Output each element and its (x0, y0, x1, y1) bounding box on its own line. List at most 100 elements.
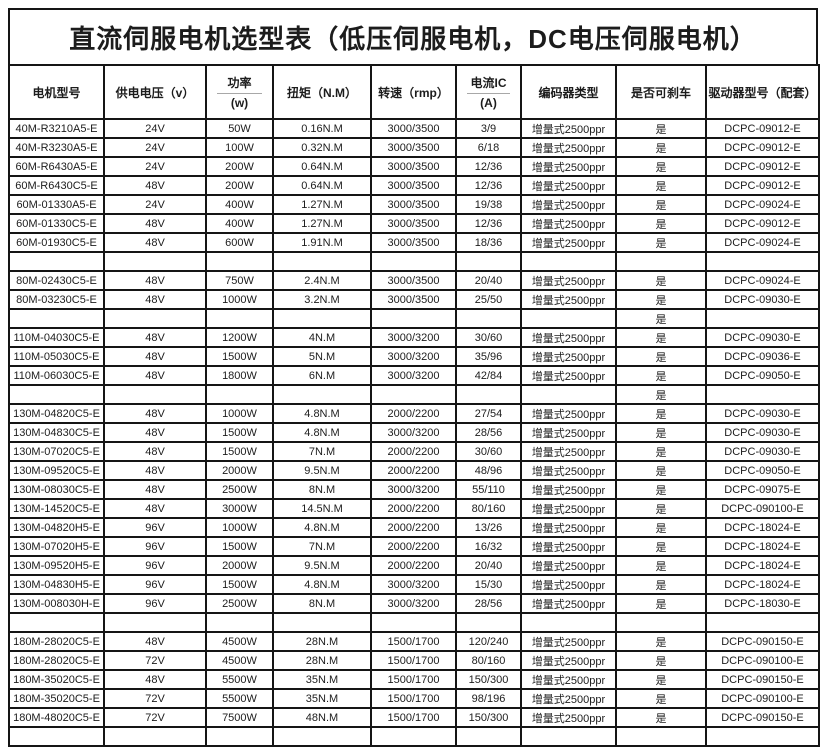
table-cell: 是 (615, 175, 707, 196)
table-cell: 400W (205, 194, 274, 215)
table-cell: DCPC-09036-E (705, 346, 820, 367)
table-cell (205, 726, 274, 747)
table-cell: 是 (615, 460, 707, 481)
table-cell: 12/36 (455, 175, 522, 196)
table-cell: DCPC-09075-E (705, 479, 820, 500)
table-cell: DCPC-09030-E (705, 422, 820, 443)
table-cell: 3000/3500 (370, 118, 457, 139)
table-row: 60M-R6430C5-E 48V 200W 0.64N.M 3000/3500 12/3… (8, 175, 820, 196)
table-cell: 24V (103, 156, 207, 177)
table-cell (103, 384, 207, 405)
table-cell: 增量式2500ppr (520, 175, 617, 196)
table-cell: 5N.M (272, 346, 372, 367)
table-cell: 是 (615, 270, 707, 291)
table-cell: 42/84 (455, 365, 522, 386)
table-cell: 5500W (205, 688, 274, 709)
table-cell: DCPC-09024-E (705, 194, 820, 215)
table-row (8, 612, 820, 633)
table-cell: 是 (615, 650, 707, 671)
table-cell (705, 384, 820, 405)
table-cell: 3/9 (455, 118, 522, 139)
table-cell: DCPC-09030-E (705, 289, 820, 310)
table-cell: 2500W (205, 479, 274, 500)
table-cell: 200W (205, 175, 274, 196)
column-header: 编码器类型 (520, 64, 617, 120)
table-cell (8, 612, 105, 633)
table-cell: 24V (103, 118, 207, 139)
table-cell: 60M-01330C5-E (8, 213, 105, 234)
table-cell: 20/40 (455, 270, 522, 291)
table-cell: 增量式2500ppr (520, 327, 617, 348)
table-cell (8, 308, 105, 329)
table-cell: 是 (615, 574, 707, 595)
table-cell: 3000/3200 (370, 365, 457, 386)
table-cell (455, 612, 522, 633)
table-cell: 48V (103, 365, 207, 386)
table-cell: 3000/3200 (370, 593, 457, 614)
table-cell: 100W (205, 137, 274, 158)
table-cell (103, 612, 207, 633)
table-cell: 1000W (205, 517, 274, 538)
table-cell: 0.64N.M (272, 156, 372, 177)
column-header: 是否可刹车 (615, 64, 707, 120)
column-header-line1: 驱动器型号（配套） (708, 85, 817, 100)
table-cell: 1500W (205, 574, 274, 595)
table-cell (520, 726, 617, 747)
table-row: 40M-R3230A5-E 24V 100W 0.32N.M 3000/3500 6/18… (8, 137, 820, 158)
table-cell: DCPC-090100-E (705, 688, 820, 709)
table-cell: 3000/3500 (370, 289, 457, 310)
table-cell: 24V (103, 137, 207, 158)
table-cell: 7500W (205, 707, 274, 728)
table-cell: 是 (615, 346, 707, 367)
column-header: 扭矩（N.M） (272, 64, 372, 120)
column-header: 驱动器型号（配套） (705, 64, 820, 120)
page-title: 直流伺服电机选型表（低压伺服电机，DC电压伺服电机） (8, 8, 818, 66)
table-cell: 12/36 (455, 213, 522, 234)
table-cell (8, 384, 105, 405)
table-cell: 2000/2200 (370, 403, 457, 424)
column-header: 转速（rmp） (370, 64, 457, 120)
table-cell: 130M-04820H5-E (8, 517, 105, 538)
table-cell (370, 251, 457, 272)
table-cell: 48V (103, 422, 207, 443)
header-divider (466, 93, 511, 94)
table-cell: 96V (103, 593, 207, 614)
table-cell: 200W (205, 156, 274, 177)
table-cell: 7N.M (272, 441, 372, 462)
column-header: 供电电压（v） (103, 64, 207, 120)
table-cell: 0.64N.M (272, 175, 372, 196)
table-row: 80M-02430C5-E 48V 750W 2.4N.M 3000/3500 20/40… (8, 270, 820, 291)
table-cell: 180M-35020C5-E (8, 669, 105, 690)
table-cell: 是 (615, 631, 707, 652)
table-cell: 80M-02430C5-E (8, 270, 105, 291)
table-cell: 增量式2500ppr (520, 422, 617, 443)
table-cell: 40M-R3210A5-E (8, 118, 105, 139)
table-cell: 6/18 (455, 137, 522, 158)
table-cell: DCPC-090100-E (705, 650, 820, 671)
table-cell: 增量式2500ppr (520, 270, 617, 291)
table-cell: 4.8N.M (272, 574, 372, 595)
table-cell: 1000W (205, 403, 274, 424)
table-cell: 28/56 (455, 422, 522, 443)
table-cell (103, 726, 207, 747)
table-cell: 1500/1700 (370, 688, 457, 709)
column-header-line1: 转速（rmp） (378, 85, 449, 100)
table-cell: DCPC-09012-E (705, 118, 820, 139)
table-cell (103, 251, 207, 272)
table-cell: 180M-35020C5-E (8, 688, 105, 709)
table-cell: 110M-05030C5-E (8, 346, 105, 367)
table-cell: 1500W (205, 441, 274, 462)
table-cell: 1.91N.M (272, 232, 372, 253)
table-cell: DCPC-09050-E (705, 365, 820, 386)
table-cell: 28N.M (272, 631, 372, 652)
table-cell: 130M-09520H5-E (8, 555, 105, 576)
table-cell: 1500/1700 (370, 650, 457, 671)
table-cell (8, 251, 105, 272)
table-cell: 1500W (205, 422, 274, 443)
table-cell: 3000/3500 (370, 137, 457, 158)
table-cell: 2000W (205, 460, 274, 481)
table-cell: 增量式2500ppr (520, 156, 617, 177)
table-cell: 1.27N.M (272, 213, 372, 234)
table-body: 40M-R3210A5-E 24V 50W 0.16N.M 3000/3500 3/9 增量… (8, 118, 820, 747)
table-cell: 3.2N.M (272, 289, 372, 310)
